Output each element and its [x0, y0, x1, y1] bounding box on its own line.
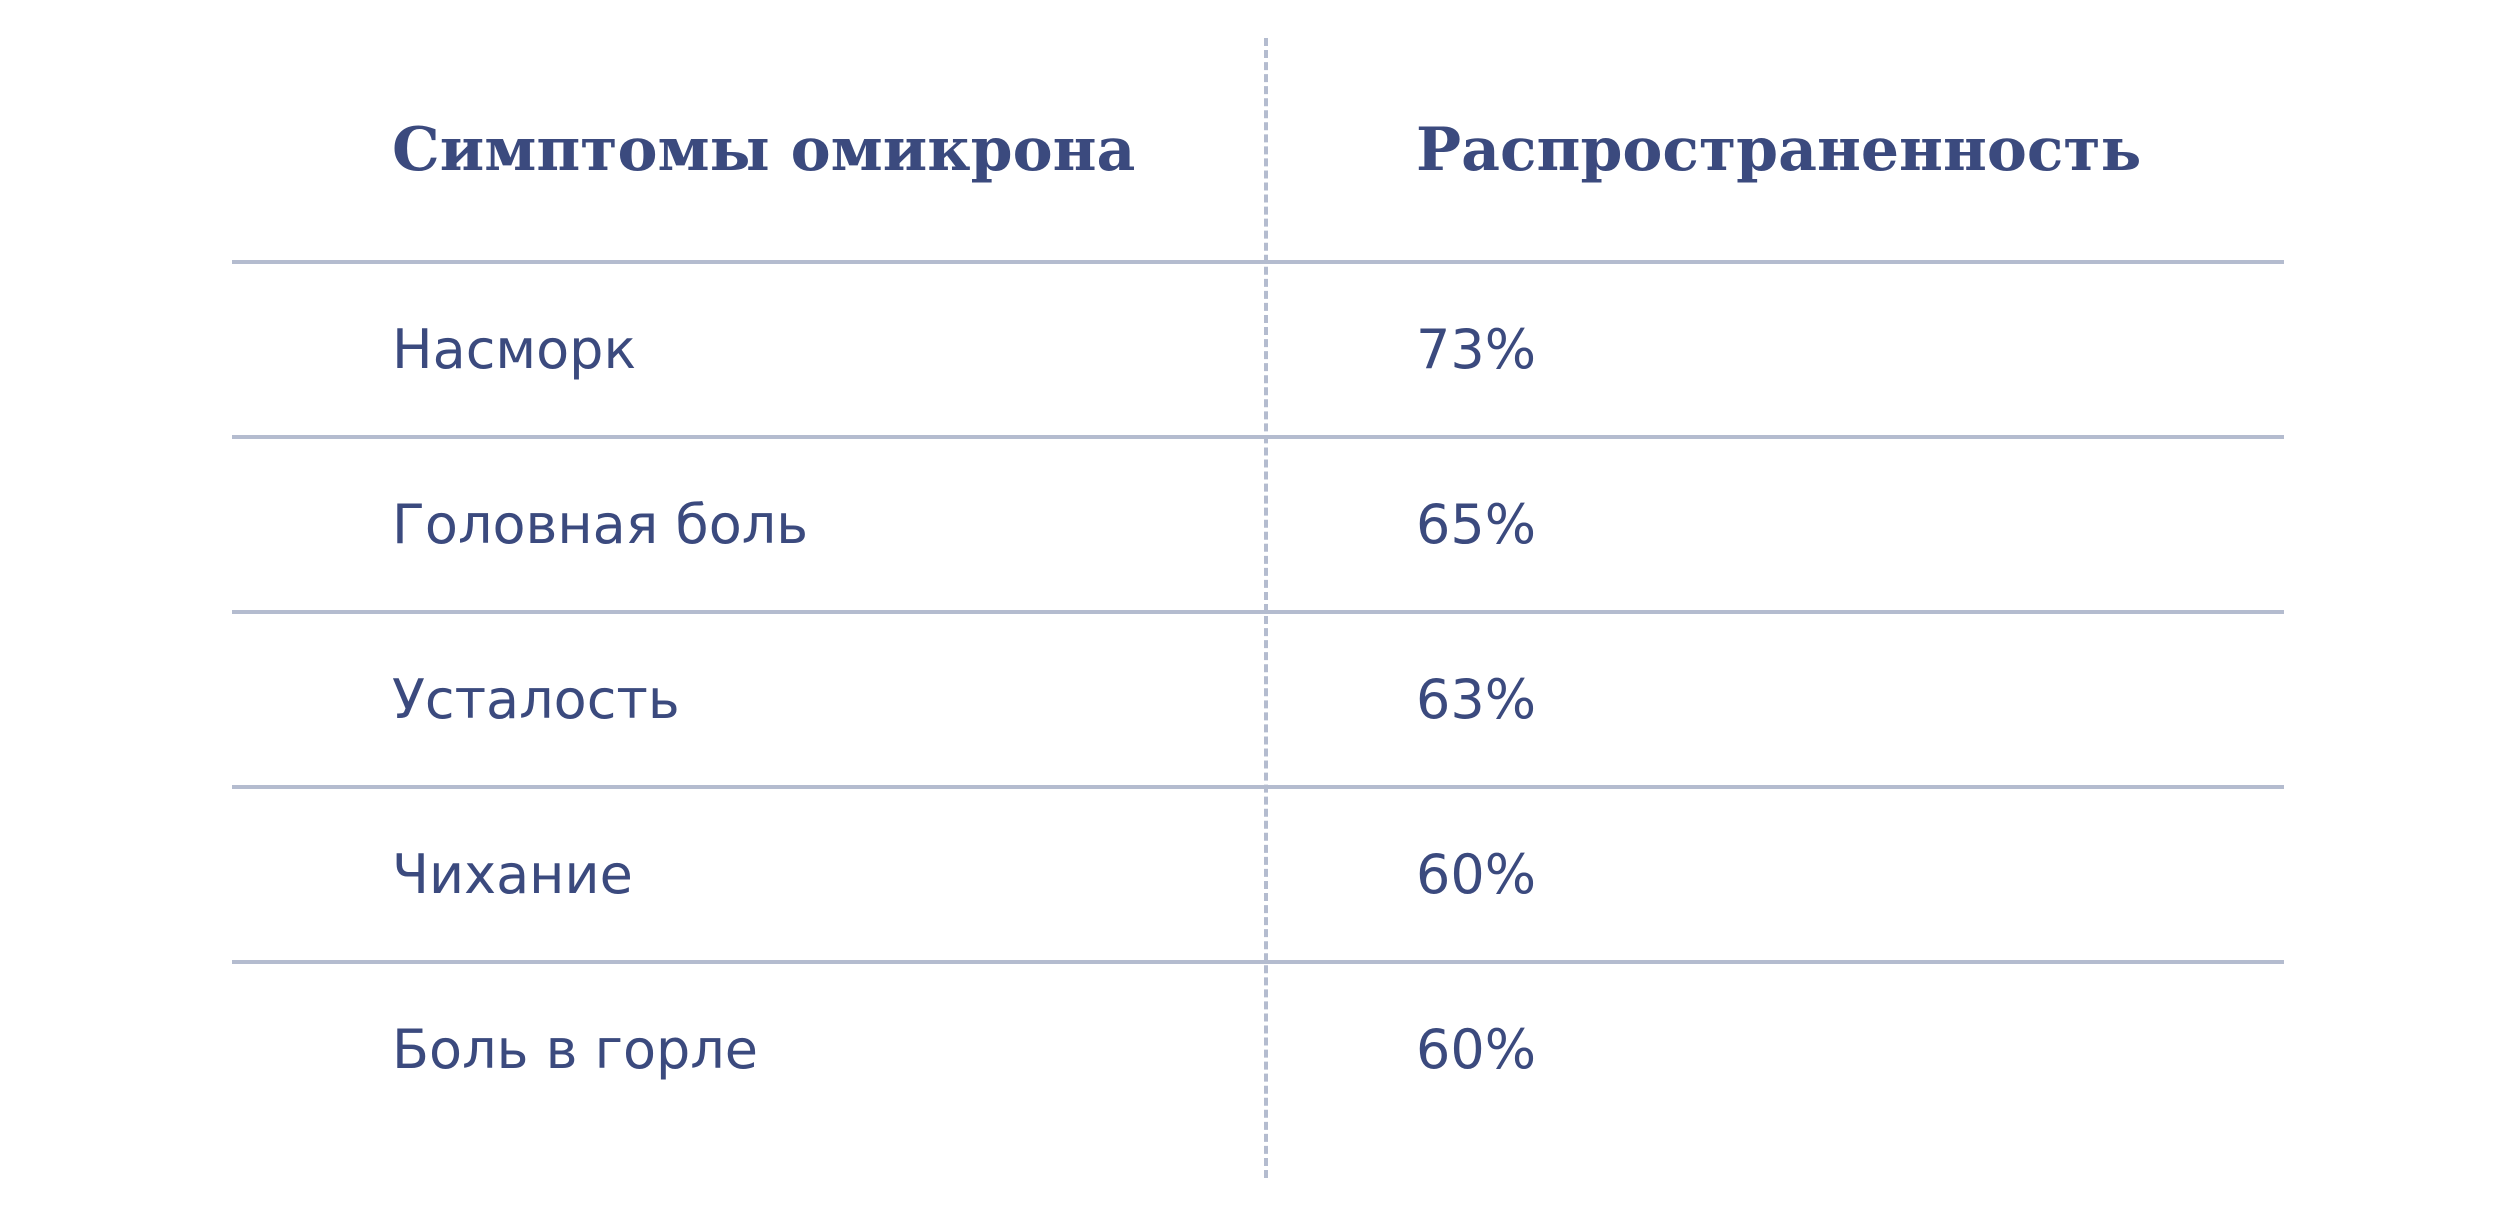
- header-prevalence: Распространенность: [1416, 115, 2142, 185]
- row-separator: [232, 610, 2284, 614]
- prevalence-cell: 63%: [1416, 668, 1537, 731]
- table-row: Насморк 73%: [0, 262, 2500, 437]
- prevalence-cell: 60%: [1416, 1018, 1537, 1081]
- table-row: Усталость 63%: [0, 612, 2500, 787]
- table-header: Симптомы омикрона Распространенность: [0, 0, 2500, 262]
- symptom-cell: Насморк: [392, 318, 637, 381]
- table-row: Боль в горле 60%: [0, 962, 2500, 1137]
- row-separator: [232, 435, 2284, 439]
- symptom-cell: Боль в горле: [392, 1018, 759, 1081]
- row-separator: [232, 785, 2284, 789]
- symptom-cell: Чихание: [392, 843, 633, 906]
- column-divider: [1264, 38, 1268, 1178]
- prevalence-cell: 73%: [1416, 318, 1537, 381]
- prevalence-cell: 65%: [1416, 493, 1537, 556]
- symptom-cell: Головная боль: [392, 493, 809, 556]
- row-separator: [232, 260, 2284, 264]
- prevalence-cell: 60%: [1416, 843, 1537, 906]
- table-row: Чихание 60%: [0, 787, 2500, 962]
- row-separator: [232, 960, 2284, 964]
- header-symptoms: Симптомы омикрона: [392, 115, 1136, 185]
- table-row: Головная боль 65%: [0, 437, 2500, 612]
- symptom-cell: Усталость: [392, 668, 680, 731]
